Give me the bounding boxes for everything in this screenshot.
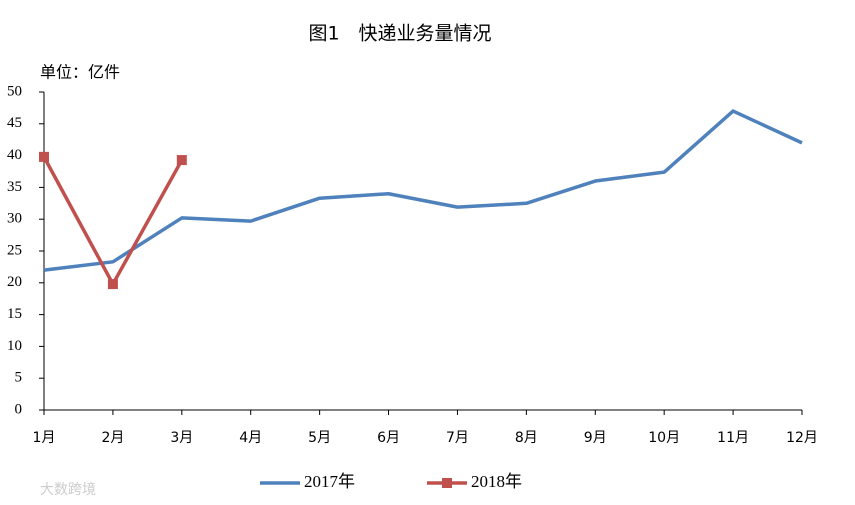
- chart-title: 图1 快递业务量情况: [308, 23, 491, 45]
- series-marker: [39, 151, 49, 162]
- series-marker: [176, 155, 187, 166]
- y-tick-label: 50: [7, 83, 22, 99]
- y-tick-label: 0: [15, 401, 23, 417]
- legend-label: 2017年: [304, 472, 355, 491]
- x-tick-label: 2月: [101, 430, 124, 446]
- x-tick-label: 5月: [308, 430, 331, 446]
- y-axis-label: 单位：亿件: [40, 63, 120, 82]
- x-tick-label: 12月: [786, 430, 818, 446]
- series-line: [42, 156, 184, 286]
- legend-label: 2018年: [471, 472, 522, 491]
- y-tick-label: 5: [15, 370, 23, 386]
- legend-marker: [442, 478, 452, 488]
- y-tick-label: 25: [7, 242, 22, 258]
- series-marker: [107, 279, 118, 290]
- y-tick-label: 30: [7, 211, 22, 227]
- y-tick-label: 35: [7, 179, 22, 195]
- x-tick-label: 10月: [648, 430, 680, 446]
- y-tick-label: 15: [7, 306, 22, 322]
- x-tick-label: 9月: [584, 430, 607, 446]
- x-tick-label: 1月: [33, 430, 56, 446]
- watermark: 大数跨境: [40, 482, 96, 498]
- x-tick-label: 4月: [239, 430, 262, 446]
- x-tick-label: 7月: [446, 430, 469, 446]
- x-tick-label: 3月: [170, 430, 193, 446]
- x-tick-label: 8月: [515, 430, 538, 446]
- x-tick-label: 11月: [717, 430, 749, 446]
- x-tick-label: 6月: [377, 430, 400, 446]
- y-tick-label: 45: [7, 115, 22, 131]
- y-tick-label: 10: [7, 338, 22, 354]
- y-tick-label: 40: [7, 147, 22, 163]
- y-tick-label: 20: [7, 274, 22, 290]
- series-line: [43, 109, 803, 272]
